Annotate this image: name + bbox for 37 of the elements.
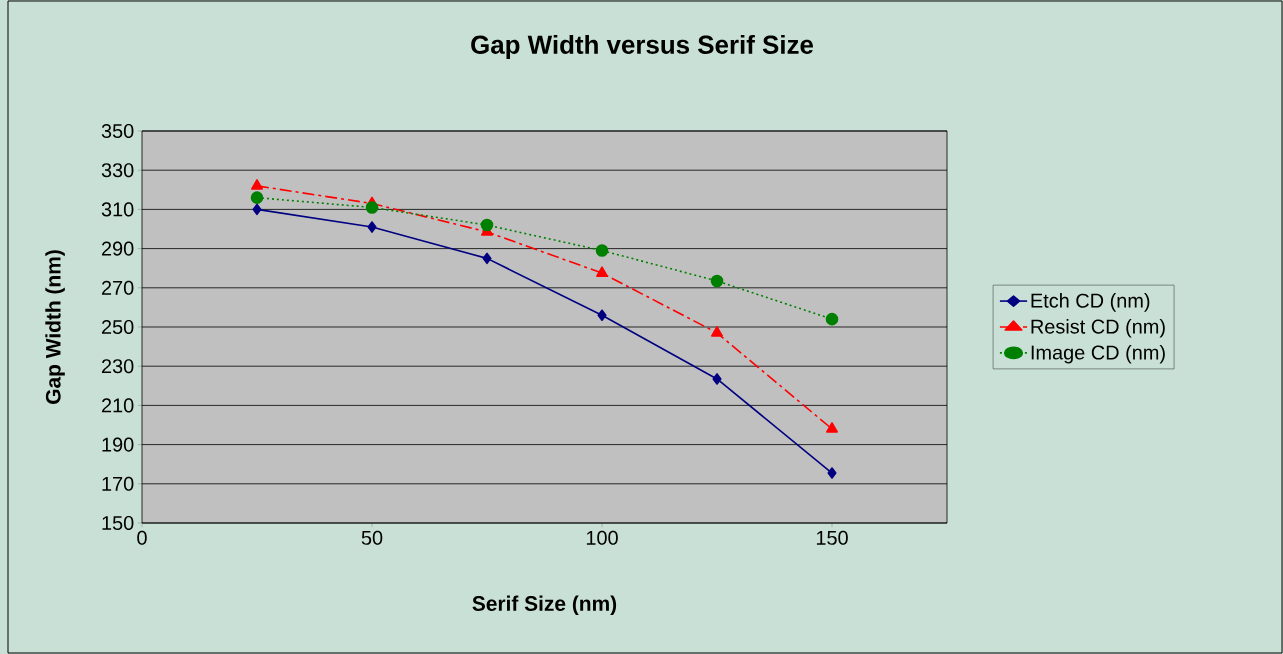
- y-tick-label: 170: [102, 476, 134, 491]
- y-tick-label: 310: [101, 202, 134, 217]
- point: [365, 201, 379, 214]
- point: [597, 309, 607, 322]
- x-tick-label: 50: [361, 530, 383, 545]
- point: [252, 203, 262, 216]
- x-axis-title: Serif Size (nm): [472, 595, 617, 616]
- point: [250, 191, 264, 204]
- point: [712, 373, 722, 385]
- point: [367, 221, 377, 233]
- point: [826, 422, 839, 433]
- y-tick-label: 270: [101, 280, 134, 295]
- chart-title: Gap Width versus Serif Size: [471, 34, 814, 60]
- y-tick-label: 230: [101, 359, 134, 374]
- y-tick-label: 150: [102, 515, 134, 531]
- y-axis-title: Gap Width (nm): [45, 250, 65, 404]
- legend-label: Etch CD (nm): [1031, 293, 1150, 312]
- y-tick-label: 290: [101, 241, 134, 256]
- y-tick-label: 250: [101, 319, 134, 335]
- point: [482, 252, 492, 265]
- point: [480, 218, 494, 232]
- x-tick-label: 150: [816, 530, 848, 545]
- y-tick-label: 350: [101, 123, 134, 139]
- x-tick-label: 0: [137, 530, 147, 545]
- point: [710, 274, 724, 288]
- point: [595, 244, 609, 257]
- point: [825, 312, 839, 326]
- point: [827, 467, 837, 479]
- x-tick-label: 100: [586, 530, 618, 545]
- point: [251, 179, 263, 190]
- point: [711, 326, 723, 337]
- y-tick-label: 190: [102, 437, 134, 452]
- legend-label: Image CD (nm): [1031, 344, 1165, 364]
- y-tick-label: 330: [101, 163, 134, 178]
- legend-label: Resist CD (nm): [1031, 319, 1165, 338]
- point: [596, 266, 608, 277]
- y-tick-label: 210: [101, 398, 134, 413]
